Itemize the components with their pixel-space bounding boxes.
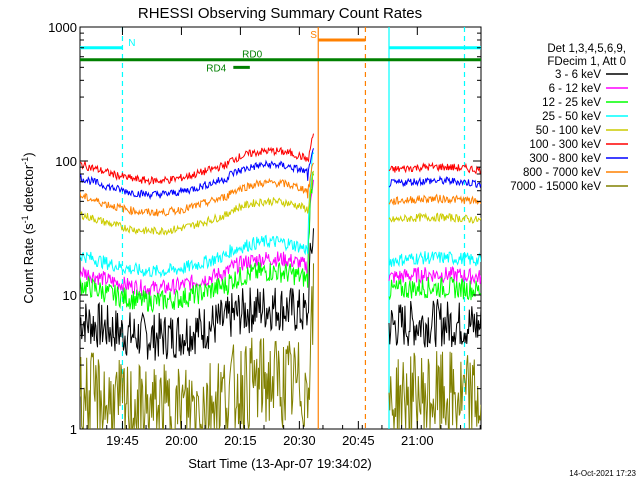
flag-label-s: S <box>310 30 317 41</box>
x-axis-label: Start Time (13-Apr-07 19:34:02) <box>188 456 372 471</box>
legend-label-5: 100 - 300 keV <box>529 139 601 151</box>
series-line-4-1 <box>388 212 481 224</box>
x-tick-label-3: 20:30 <box>283 433 316 448</box>
legend-header-0: Det 1,3,4,5,6,9, <box>547 43 626 55</box>
y-tick-label-0: 1 <box>70 422 77 437</box>
series-line-4-0 <box>80 170 314 236</box>
flag-label-rd0: RD0 <box>242 50 262 61</box>
plot-frame <box>79 26 482 430</box>
series-line-7-0 <box>80 162 314 217</box>
series-line-3-1 <box>388 251 481 268</box>
x-tick-label-0: 19:45 <box>106 433 139 448</box>
chart-title: RHESSI Observing Summary Count Rates <box>138 5 422 22</box>
legend-label-4: 50 - 100 keV <box>536 125 602 137</box>
legend-label-1: 6 - 12 keV <box>549 83 602 95</box>
series-line-6-0 <box>80 148 314 200</box>
flag-label-n: N <box>128 38 135 49</box>
legend-label-3: 25 - 50 keV <box>542 111 601 123</box>
series-line-2-0 <box>80 171 314 313</box>
x-tick-label-1: 20:00 <box>165 433 198 448</box>
series-line-6-1 <box>388 175 481 189</box>
legend: Det 1,3,4,5,6,9,FDecim 1, Att 03 - 6 keV… <box>510 43 628 193</box>
y-tick-label-2: 100 <box>55 154 77 169</box>
series-line-8-0 <box>80 263 314 429</box>
legend-header-1: FDecim 1, Att 0 <box>547 56 626 68</box>
series-line-3-0 <box>80 151 314 279</box>
axes-group: 19:45 20:00 20:15 20:30 20:45 21:00 1 10 100 1000 <box>48 20 481 448</box>
series-line-0-0 <box>80 228 314 361</box>
series-line-8-1 <box>388 351 481 429</box>
x-tick-label-2: 20:15 <box>224 433 257 448</box>
y-tick-label-1: 10 <box>63 288 77 303</box>
legend-label-0: 3 - 6 keV <box>555 69 601 81</box>
series-line-1-1 <box>388 265 481 285</box>
series-line-5-0 <box>80 133 314 186</box>
series-line-2-1 <box>388 276 481 301</box>
series-line-1-0 <box>80 179 314 297</box>
series-group <box>80 133 481 429</box>
flag-label-rd4: RD4 <box>206 63 226 74</box>
footer-timestamp: 14-Oct-2021 17:23 <box>569 469 636 478</box>
legend-label-7: 800 - 7000 keV <box>523 167 601 179</box>
x-tick-label-4: 20:45 <box>342 433 375 448</box>
series-line-0-1 <box>388 299 481 348</box>
series-line-5-1 <box>388 161 481 175</box>
vertical-markers <box>121 27 466 429</box>
legend-label-8: 7000 - 15000 keV <box>510 181 601 193</box>
x-tick-label-5: 21:00 <box>401 433 434 448</box>
series-line-7-1 <box>388 193 481 206</box>
y-axis-label: Count Rate (s-1 detector-1) <box>20 152 36 303</box>
legend-label-2: 12 - 25 keV <box>542 97 601 109</box>
flags-group: N S RD0 RD4 <box>80 30 481 74</box>
legend-label-6: 300 - 800 keV <box>529 153 601 165</box>
y-tick-label-3: 1000 <box>48 20 77 35</box>
